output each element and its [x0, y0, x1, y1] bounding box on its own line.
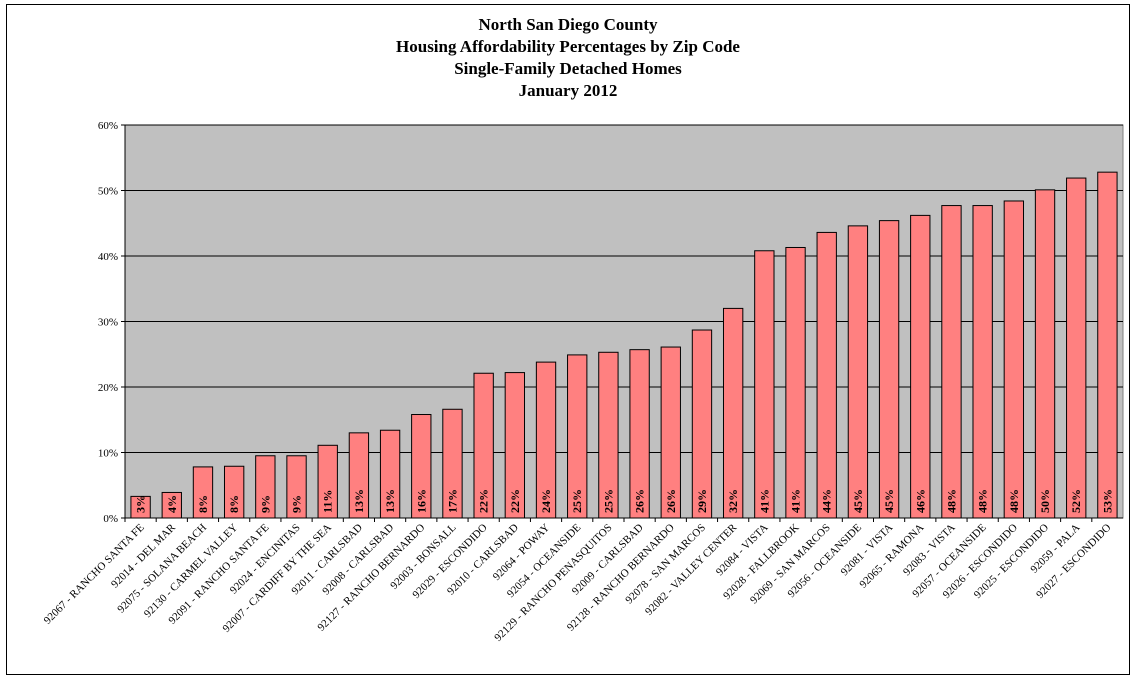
bars: [130, 171, 1118, 519]
data-label: 48%: [976, 489, 990, 513]
data-label: 9%: [290, 495, 304, 513]
bar: [847, 225, 869, 519]
data-label: 13%: [383, 489, 397, 513]
data-label: 29%: [695, 489, 709, 513]
bar: [972, 205, 993, 519]
y-tick-label: 40%: [98, 251, 118, 263]
bar: [941, 205, 962, 519]
data-label: 52%: [1069, 489, 1083, 513]
y-tick-label: 10%: [98, 448, 118, 460]
data-label: 22%: [477, 489, 491, 513]
data-label: 24%: [539, 489, 553, 513]
bar: [878, 220, 900, 519]
y-tick-label: 50%: [98, 186, 118, 198]
data-label: 50%: [1038, 489, 1052, 513]
data-label: 26%: [633, 489, 647, 513]
y-tick-label: 30%: [98, 317, 118, 329]
bar: [1097, 171, 1118, 519]
data-label: 4%: [165, 495, 179, 513]
data-label: 53%: [1100, 489, 1114, 513]
y-tick-label: 60%: [98, 120, 118, 132]
data-label: 13%: [352, 489, 366, 513]
data-label: 9%: [258, 495, 272, 513]
data-label: 32%: [726, 489, 740, 513]
data-label: 45%: [882, 489, 896, 513]
chart-title-line-3: Single-Family Detached Homes: [454, 59, 682, 78]
data-label: 16%: [414, 489, 428, 513]
y-tick-label: 0%: [103, 513, 118, 525]
data-label: 8%: [196, 495, 210, 513]
data-label: 17%: [445, 489, 459, 513]
data-label: 48%: [944, 489, 958, 513]
bar: [816, 231, 837, 519]
data-label: 11%: [321, 490, 335, 513]
data-label: 46%: [913, 489, 927, 513]
bar: [1003, 200, 1025, 519]
data-label: 41%: [789, 489, 803, 513]
bar: [754, 250, 775, 519]
y-axis-ticks: 0% 10% 20% 30% 40% 50% 60%: [98, 120, 125, 525]
data-label: 22%: [508, 489, 522, 513]
data-label: 41%: [757, 489, 771, 513]
data-label: 8%: [227, 495, 241, 513]
data-label: 45%: [851, 489, 865, 513]
y-tick-label: 20%: [98, 382, 118, 394]
data-label: 25%: [570, 489, 584, 513]
bar: [910, 214, 931, 519]
data-label: 25%: [601, 489, 615, 513]
bar: [1034, 189, 1056, 519]
chart-title-line-4: January 2012: [519, 81, 618, 100]
data-label: 26%: [664, 489, 678, 513]
data-label: 3%: [134, 495, 148, 513]
data-label: 44%: [820, 489, 834, 513]
chart-title-line-2: Housing Affordability Percentages by Zip…: [396, 37, 740, 56]
chart-title: North San Diego County Housing Affordabi…: [396, 15, 740, 100]
bar: [1066, 177, 1087, 519]
chart-title-line-1: North San Diego County: [479, 15, 658, 34]
bar: [722, 307, 744, 519]
bar: [785, 246, 806, 519]
data-labels: 3% 4% 8% 8% 9% 9% 11% 13% 13% 16% 17% 22% 22% 24% 25% 2…: [134, 489, 1115, 513]
data-label: 48%: [1007, 489, 1021, 513]
